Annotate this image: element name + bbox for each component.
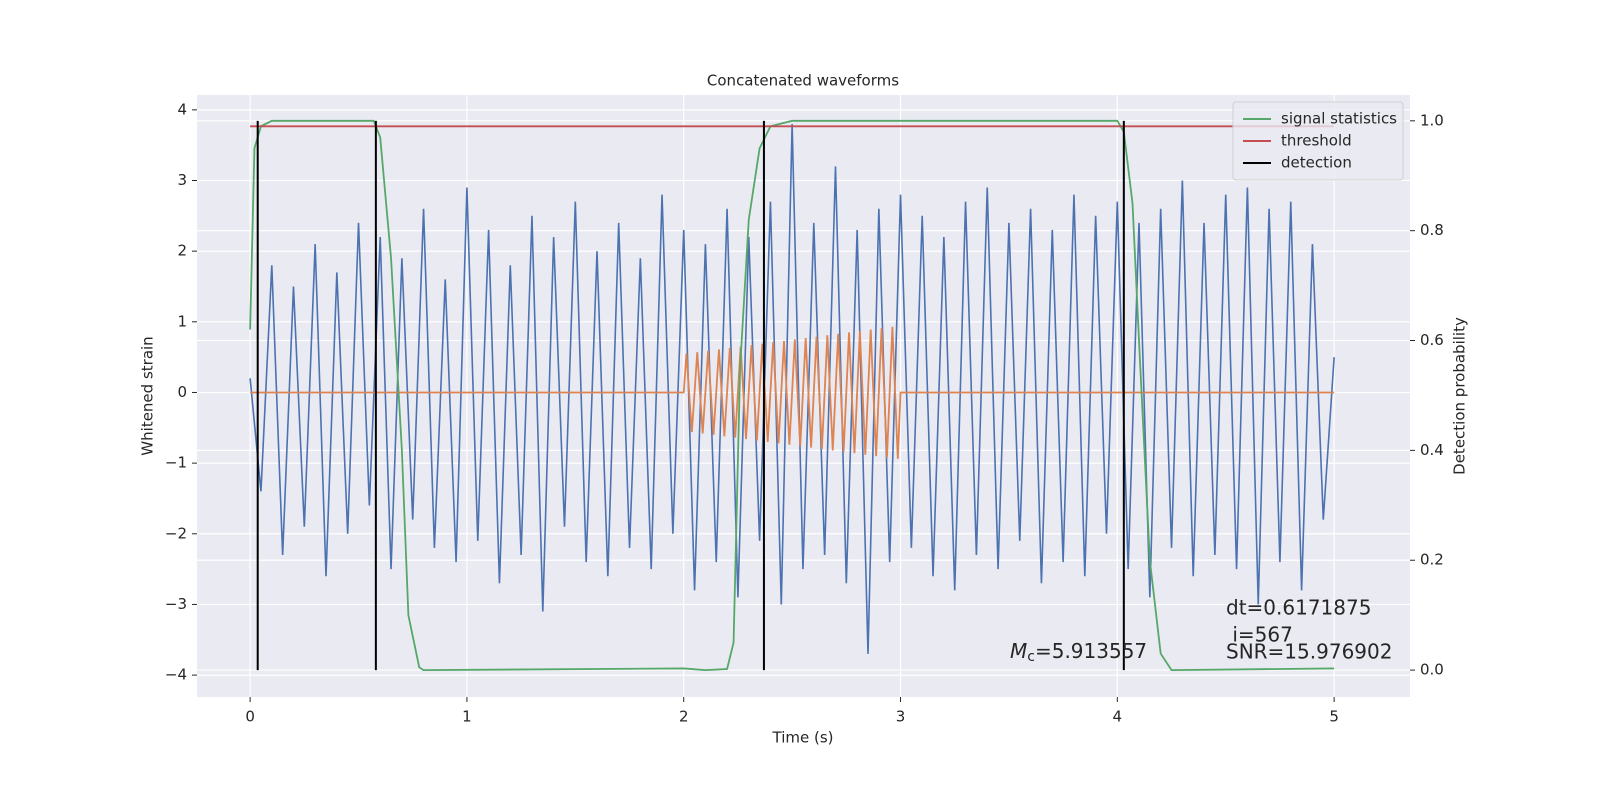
legend-label: threshold [1281, 132, 1352, 150]
y-tick-label: 3 [177, 171, 187, 189]
y2-tick-label: 0.4 [1420, 441, 1444, 459]
line [249, 123, 1335, 654]
y2-tick-label: 0.2 [1420, 551, 1444, 569]
y-tick-label: −2 [165, 524, 187, 542]
y-tick-label: 4 [177, 100, 187, 118]
marks [249, 119, 1335, 671]
line [250, 326, 1335, 459]
legend-box [1232, 101, 1404, 181]
annotation: Mc=5.913557 [1010, 639, 1147, 666]
annotation: i=567 [1226, 623, 1293, 647]
y-tick-label: −3 [165, 595, 187, 613]
y-tick-label: −4 [165, 666, 187, 684]
x-tick-label: 2 [679, 708, 689, 726]
x-tick-label: 0 [245, 708, 255, 726]
y-tick-label: 0 [177, 383, 187, 401]
y2-tick-label: 0.6 [1420, 331, 1444, 349]
y2-tick-label: 0.8 [1420, 221, 1444, 239]
y2-tick-label: 0.0 [1420, 661, 1444, 679]
x-tick-label: 5 [1329, 708, 1339, 726]
y-tick-label: 2 [177, 242, 187, 260]
line [249, 119, 1335, 671]
annotation-symbol: M [1010, 639, 1027, 663]
y-tick-label: −1 [165, 454, 187, 472]
legend: signal statistics threshold detection [1232, 101, 1404, 181]
chart-title: Concatenated waveforms [707, 72, 899, 90]
y-tick-label: 1 [177, 312, 187, 330]
annotation-subscript: c [1027, 649, 1035, 665]
x-tick-label: 3 [896, 708, 906, 726]
x-axis-label: Time (s) [772, 729, 834, 747]
annotation: SNR=15.976902 [1226, 640, 1392, 664]
y2-axis-label: Detection probability [1451, 317, 1469, 475]
y2-tick-label: 1.0 [1420, 111, 1444, 129]
y-axis-label: Whitened strain [139, 336, 157, 455]
x-tick-label: 4 [1113, 708, 1123, 726]
legend-label: detection [1281, 154, 1352, 172]
x-tick-label: 1 [462, 708, 472, 726]
annotation: dt=0.6171875 [1226, 596, 1371, 620]
legend-label: signal statistics [1281, 110, 1397, 128]
annotation-text: =5.913557 [1035, 639, 1147, 663]
